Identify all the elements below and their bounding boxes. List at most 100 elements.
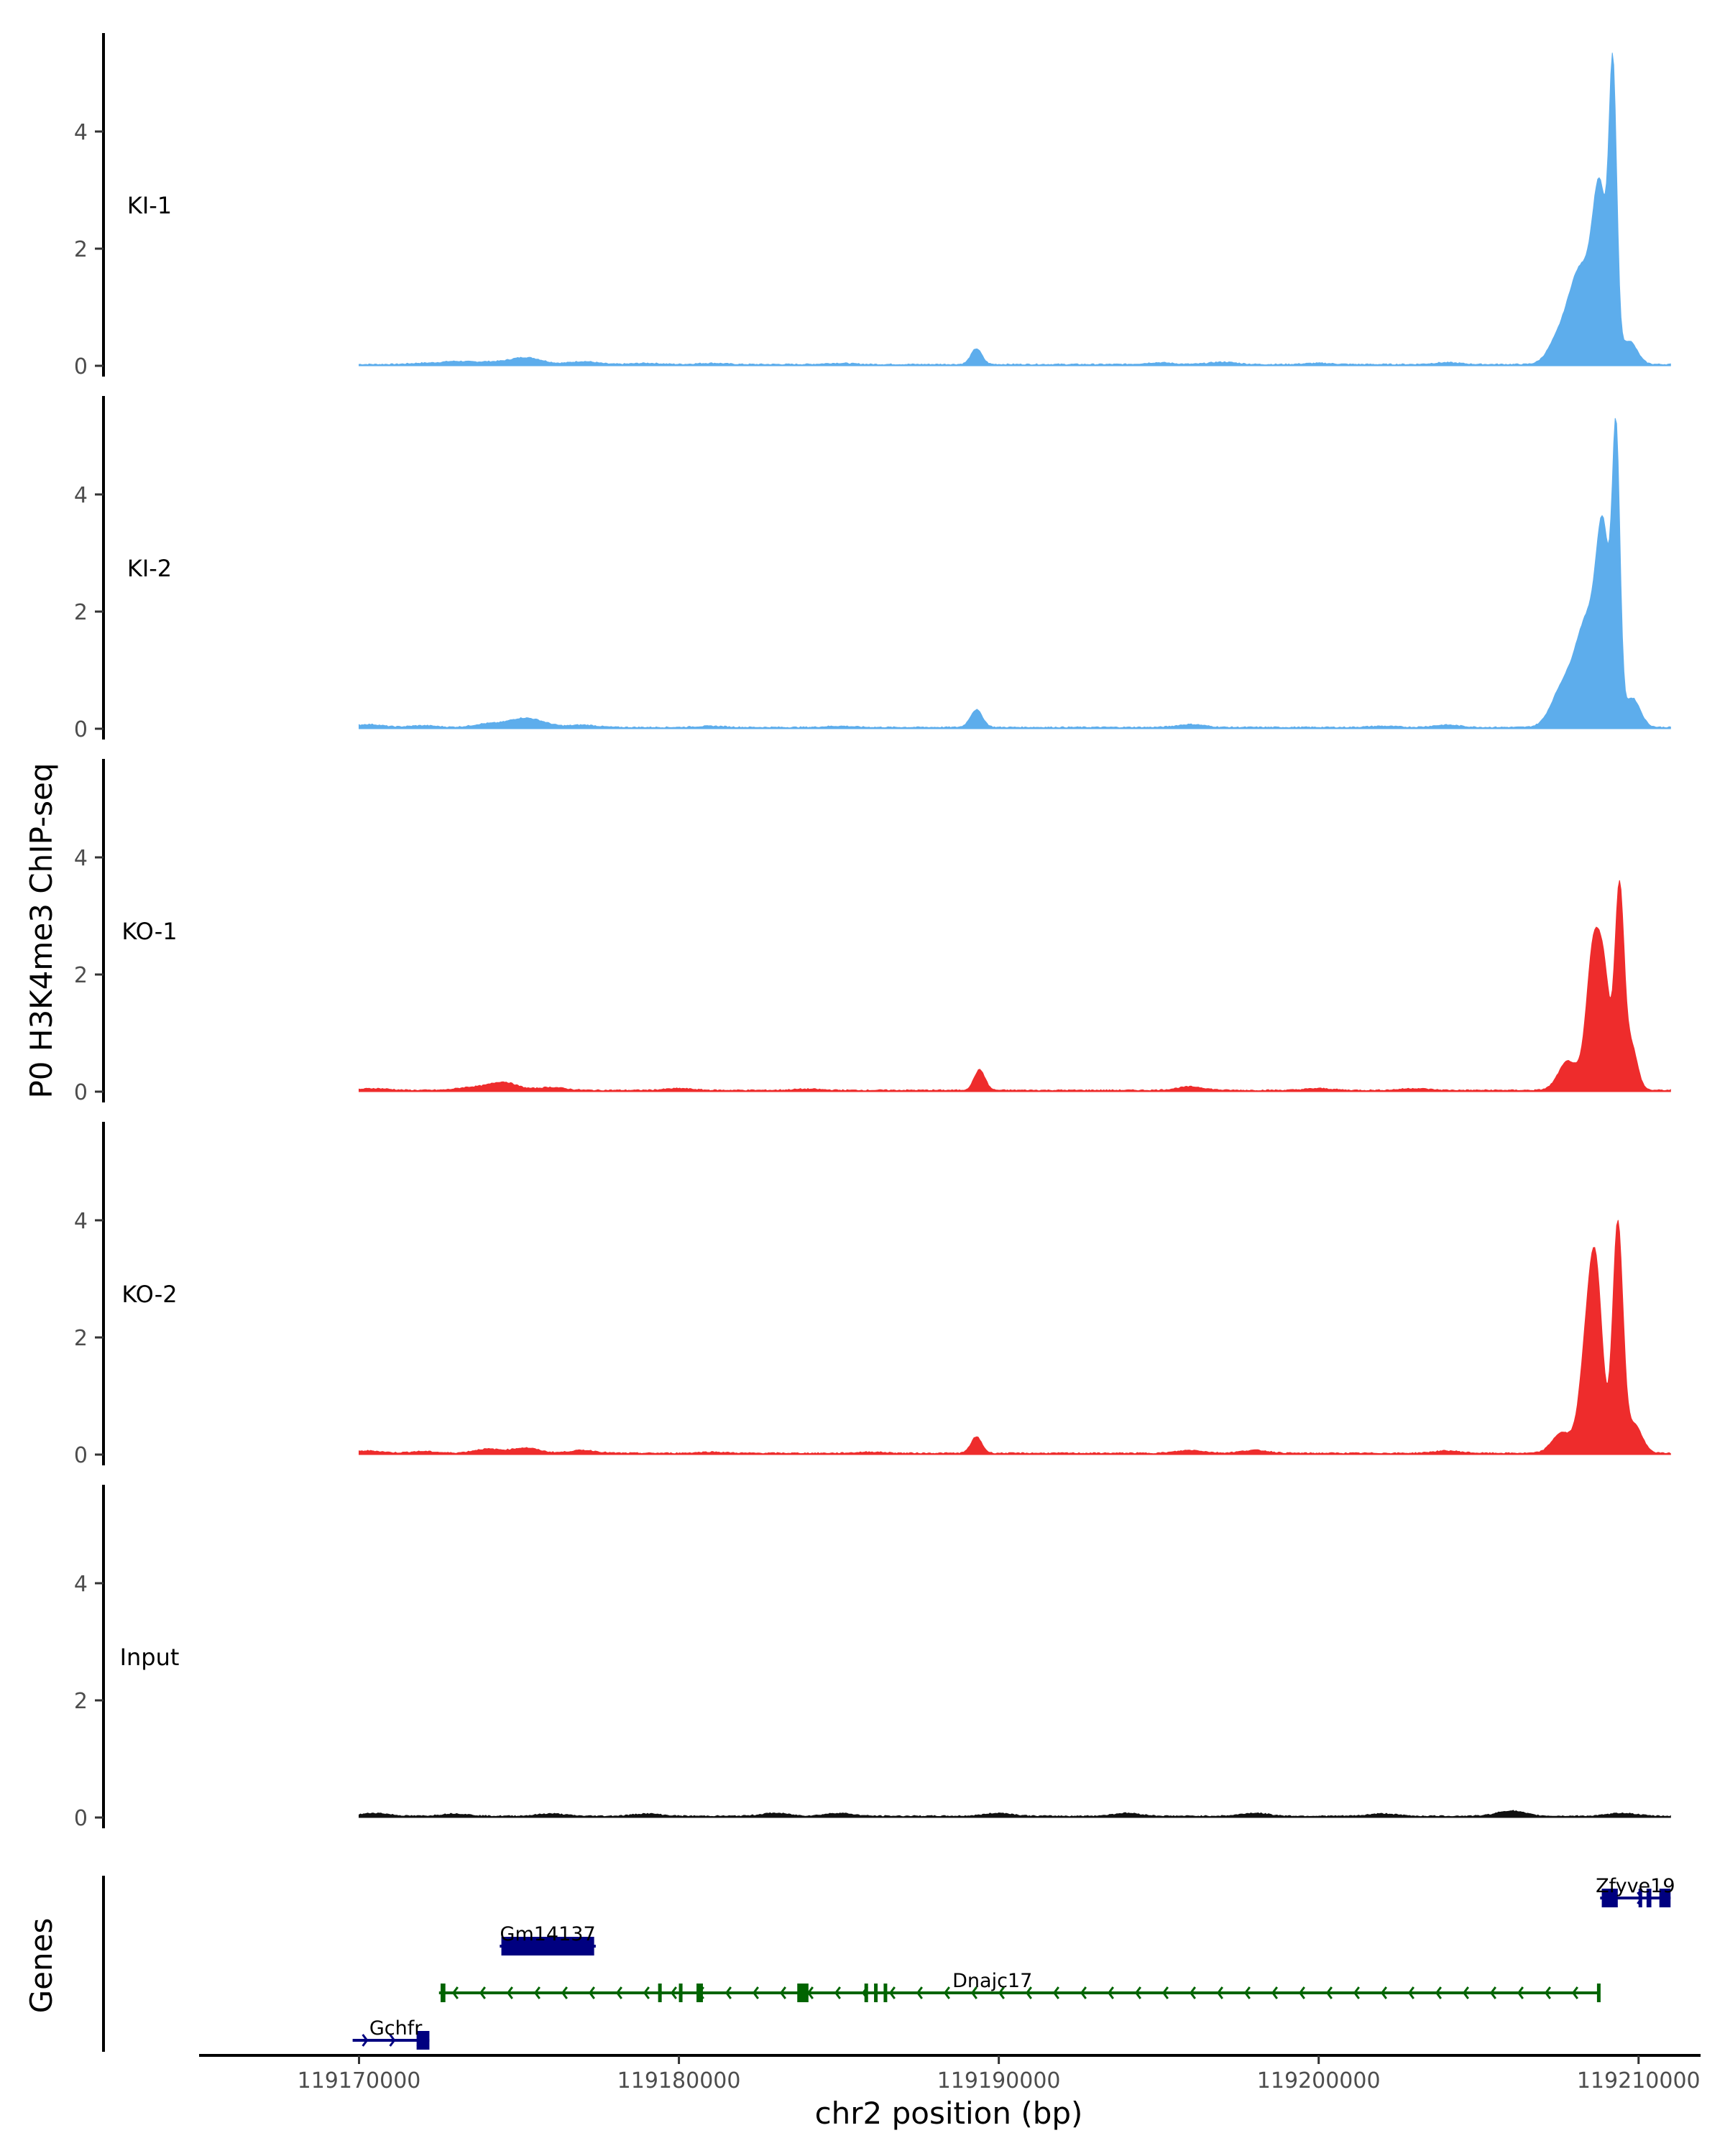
exon	[1596, 1984, 1601, 2002]
y-tick-label: 0	[74, 717, 88, 742]
strand-arrow	[752, 1986, 759, 1999]
strand-arrow	[1189, 1986, 1196, 1999]
exon	[797, 1984, 809, 2002]
strand-arrow	[506, 1986, 513, 1999]
exon	[441, 1984, 446, 2002]
track-label: Input	[120, 1644, 180, 1671]
track-label: KO-1	[121, 918, 177, 945]
gene-gm14137: Gm14137	[500, 1923, 596, 1955]
strand-arrow	[834, 1986, 841, 1999]
x-axis: 119170000 119180000 119190000 119200000 1192…	[199, 2054, 1701, 2093]
strand-arrow	[615, 1986, 622, 1999]
y-axis-title: P0 H3K4me3 ChIP-seq	[24, 763, 59, 1098]
strand-arrow	[724, 1986, 732, 1999]
exon	[1659, 1889, 1671, 1907]
strand-arrow	[888, 1986, 896, 1999]
gene-label: Dnajc17	[952, 1970, 1032, 1992]
strand-arrow	[561, 1986, 568, 1999]
strand-arrow	[479, 1986, 486, 1999]
track-label: KI-2	[127, 555, 172, 582]
strand-arrow	[970, 1986, 978, 1999]
strand-arrow	[389, 2034, 396, 2047]
signal-area	[359, 880, 1671, 1092]
strand-arrow	[1325, 1986, 1333, 1999]
gene-dnajc17: Dnajc17	[438, 1970, 1601, 2002]
strand-arrow	[943, 1986, 950, 1999]
strand-arrow	[1025, 1986, 1032, 1999]
gene-label: Gm14137	[500, 1923, 596, 1945]
exon	[1646, 1889, 1652, 1907]
strand-arrow	[1517, 1986, 1524, 1999]
strand-arrow	[998, 1986, 1005, 1999]
tracks-layer: 0 2 4 KI-1 0 2 4 KI-2 0 2 4 KO-1 0 2 4 KO-2 0 2 4 Input	[74, 33, 1671, 1831]
x-tick-label: 119180000	[617, 2068, 741, 2093]
gene-gchfr: Gchfr	[352, 2017, 430, 2050]
strand-arrow	[1162, 1986, 1169, 1999]
exon	[658, 1984, 662, 2002]
signal-area	[359, 418, 1671, 729]
gene-label: Gchfr	[369, 2017, 423, 2040]
y-tick-label: 4	[74, 846, 88, 871]
exon	[1601, 1889, 1618, 1907]
y-tick-label: 0	[74, 1080, 88, 1105]
y-tick-label: 0	[74, 354, 88, 379]
strand-arrow	[1134, 1986, 1141, 1999]
exon	[1638, 1889, 1642, 1907]
exon	[864, 1984, 868, 2002]
signal-area	[359, 1810, 1671, 1818]
signal-area	[359, 52, 1671, 367]
y-tick-label: 0	[74, 1443, 88, 1468]
x-tick-label: 119170000	[298, 2068, 421, 2093]
y-tick-label: 2	[74, 237, 88, 262]
strand-arrow	[916, 1986, 923, 1999]
strand-arrow	[1489, 1986, 1496, 1999]
track-ko-1: 0 2 4 KO-1	[74, 759, 1671, 1105]
track-label: KO-2	[121, 1281, 177, 1308]
strand-arrow	[1052, 1986, 1059, 1999]
strand-arrow	[1298, 1986, 1305, 1999]
gene-zfyve19: Zfyve19	[1596, 1875, 1675, 1907]
strand-arrow	[362, 2034, 369, 2047]
y-tick-label: 4	[74, 483, 88, 508]
genes-layer: Zfyve19 Gm14137 Dnajc17 Gchfr	[102, 1875, 1675, 2052]
y-tick-label: 2	[74, 600, 88, 625]
x-tick-label: 119190000	[937, 2068, 1061, 2093]
strand-arrow	[1107, 1986, 1114, 1999]
track-label: KI-1	[127, 192, 172, 219]
strand-arrow	[1380, 1986, 1387, 1999]
strand-arrow	[1353, 1986, 1360, 1999]
strand-arrow	[643, 1986, 650, 1999]
exon	[416, 2031, 430, 2050]
strand-arrow	[1571, 1986, 1578, 1999]
strand-arrow	[1462, 1986, 1469, 1999]
x-tick-label: 119200000	[1257, 2068, 1381, 2093]
strand-arrow	[779, 1986, 786, 1999]
x-tick-label: 119210000	[1577, 2068, 1701, 2093]
signal-area	[359, 1220, 1671, 1455]
strand-arrow	[1271, 1986, 1278, 1999]
exon	[883, 1984, 888, 2002]
strand-arrow	[1216, 1986, 1223, 1999]
exon	[696, 1984, 703, 2002]
y-tick-label: 2	[74, 1326, 88, 1351]
strand-arrow	[533, 1986, 540, 1999]
genes-axis-title: Genes	[24, 1918, 59, 2014]
track-ki-1: 0 2 4 KI-1	[74, 33, 1671, 379]
exon	[678, 1984, 683, 2002]
strand-arrow	[588, 1986, 595, 1999]
strand-arrow	[670, 1986, 677, 1999]
y-tick-label: 2	[74, 1689, 88, 1714]
y-tick-label: 2	[74, 963, 88, 988]
y-tick-label: 0	[74, 1806, 88, 1831]
y-tick-label: 4	[74, 1209, 88, 1234]
x-axis-title: chr2 position (bp)	[815, 2096, 1083, 2131]
strand-arrow	[1080, 1986, 1087, 1999]
exon	[874, 1984, 878, 2002]
exon	[501, 1937, 594, 1955]
strand-arrow	[451, 1986, 459, 1999]
strand-arrow	[1243, 1986, 1251, 1999]
track-input: 0 2 4 Input	[74, 1485, 1671, 1831]
y-tick-label: 4	[74, 120, 88, 145]
strand-arrow	[1407, 1986, 1414, 1999]
